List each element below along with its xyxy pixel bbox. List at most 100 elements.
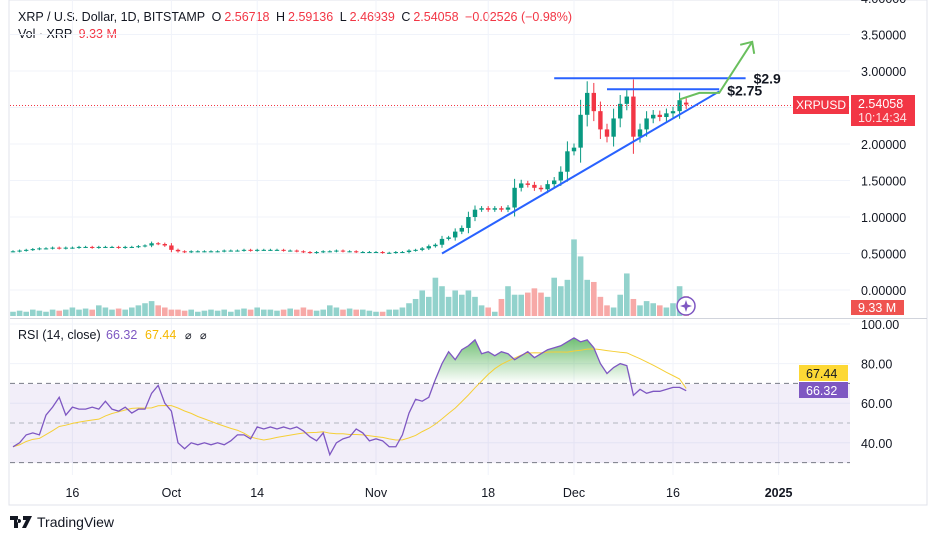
volume-bar — [300, 307, 307, 316]
price-tick-label: 1.00000 — [861, 211, 906, 225]
candle-body — [340, 250, 346, 252]
candle-body — [228, 250, 233, 252]
candle-body — [380, 252, 385, 254]
time-axis[interactable]: 16 Oct 14 Nov 18 Dec 16 2025 — [65, 486, 792, 500]
candle-body — [261, 249, 266, 251]
volume-bar — [89, 309, 95, 316]
open-label: O — [211, 10, 222, 24]
candle-body — [545, 184, 550, 190]
candle-body — [637, 129, 643, 137]
volume-bar — [360, 309, 366, 316]
volume-bar — [426, 296, 432, 316]
volume-bar — [241, 308, 247, 316]
volume-bar — [459, 294, 465, 316]
candle-body — [307, 252, 313, 254]
volume-bar — [274, 310, 280, 316]
rsi-legend-label: RSI (14, close) — [18, 328, 101, 342]
volume-bar — [294, 309, 300, 316]
volume-bar — [393, 309, 399, 316]
candle-body — [354, 251, 359, 253]
volume-bar — [247, 309, 254, 316]
candle-body — [182, 251, 187, 253]
volume-bar — [327, 305, 333, 316]
rsi-line — [12, 337, 687, 457]
tradingview-logo-icon — [10, 516, 32, 528]
volume-bar — [122, 309, 128, 316]
volume-bar — [155, 305, 161, 316]
volume-bar — [280, 309, 287, 316]
volume-bar — [366, 310, 373, 316]
candle-body — [57, 247, 62, 249]
candle-body — [413, 249, 418, 251]
candle-body — [24, 249, 29, 251]
time-tick-label: 2025 — [765, 486, 793, 500]
rsi-legend-ma-value: 67.44 — [145, 328, 176, 342]
level-2-9-label: $2.9 — [754, 70, 781, 86]
candle-body — [202, 251, 207, 253]
volume-bar — [162, 307, 168, 316]
volume-bar — [604, 305, 610, 316]
rsi-ma-line — [12, 348, 687, 448]
open-value: 2.56718 — [224, 10, 270, 24]
volume-bar — [49, 309, 56, 316]
volume-bar — [544, 296, 551, 316]
volume-bar — [228, 311, 234, 316]
volume-bar — [465, 290, 472, 316]
volume-bar — [76, 309, 82, 316]
candle-body — [591, 92, 596, 112]
volume-bar — [175, 309, 181, 316]
candle-body — [109, 246, 115, 248]
candle-body — [215, 251, 220, 253]
volume-bar — [531, 288, 538, 316]
candle-body — [644, 118, 649, 130]
candle-body — [169, 245, 174, 250]
candle-body — [274, 249, 280, 251]
no-symbol-icon: ⌀ — [185, 330, 192, 342]
candle-body — [63, 247, 68, 249]
time-tick-label: 14 — [250, 486, 264, 500]
volume-bar — [267, 309, 274, 316]
volume-bar — [591, 281, 597, 316]
sparkle-icon[interactable] — [676, 296, 696, 316]
drawings[interactable]: $2.9$2.75 — [441, 40, 781, 255]
candle-body — [519, 183, 524, 188]
volume-bar — [518, 294, 524, 316]
candle-body — [453, 231, 458, 238]
volume-bar — [630, 298, 637, 316]
candle-body — [400, 252, 405, 254]
volume-badge-text: 9.33 M — [858, 301, 896, 315]
volume-bar — [234, 309, 241, 316]
candle-body — [466, 217, 471, 228]
rsi-badge-text: 66.32 — [806, 384, 837, 398]
candle-body — [631, 96, 636, 137]
chart-legend: XRP / U.S. Dollar, 1D, BITSTAMP O 2.56718… — [18, 9, 575, 43]
candle-body — [611, 118, 616, 137]
rsi-tick-label: 80.00 — [861, 358, 892, 372]
volume-bar — [386, 309, 392, 316]
volume-bar — [181, 310, 188, 316]
volume-bar — [43, 311, 49, 316]
candle-body — [327, 251, 332, 253]
tradingview-logo[interactable]: TradingView — [10, 514, 114, 530]
candle-body — [585, 92, 590, 115]
price-tick-label: 4.00000 — [861, 0, 906, 6]
volume-bar — [505, 286, 511, 316]
last-price-text: 2.54058 — [858, 97, 903, 111]
candle-body — [70, 247, 75, 249]
volume-bar — [353, 309, 359, 316]
candle-body — [90, 246, 95, 248]
price-axis[interactable]: 4.00000 3.50000 3.00000 2.00000 1.50000 1.000… — [861, 0, 906, 451]
candle-body — [532, 184, 537, 188]
volume-bar — [10, 311, 16, 316]
volume-bar — [148, 301, 155, 316]
candle-body — [512, 187, 517, 208]
volume-bar — [188, 309, 194, 316]
candle-body — [565, 151, 570, 172]
candle-body — [255, 249, 260, 251]
volume-bar — [511, 294, 518, 316]
volume-bar — [96, 305, 102, 316]
candle-body — [103, 246, 108, 248]
candle-body — [83, 246, 88, 248]
candle-body — [347, 251, 352, 253]
